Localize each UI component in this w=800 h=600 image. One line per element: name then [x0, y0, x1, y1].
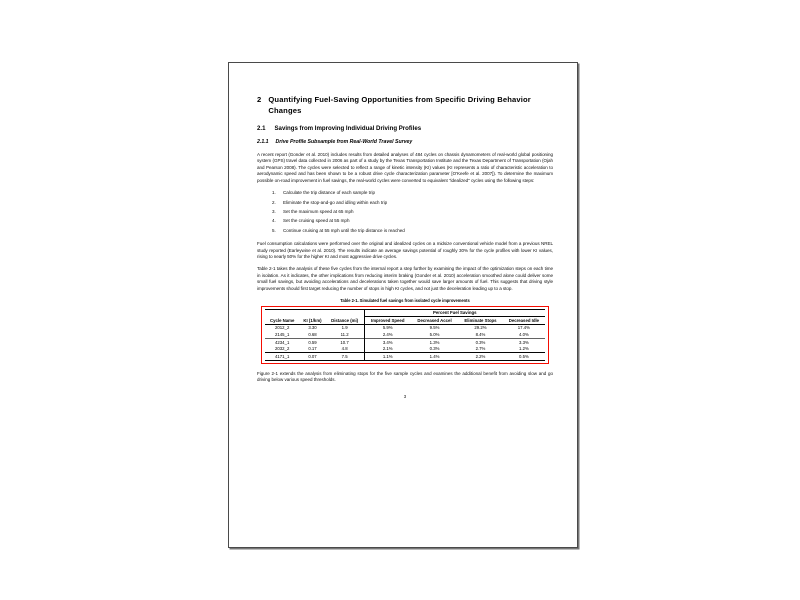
page-content: 2 Quantifying Fuel-Saving Opportunities … [257, 95, 553, 399]
cell-distance: 1.9 [325, 324, 365, 332]
table-group-header-row: Percent Fuel Savings [265, 308, 545, 318]
cell-ki: 3.30 [308, 325, 317, 331]
cell-decreased-accel: 1.4% [410, 352, 459, 361]
table-row: 2145_1 0.68 11.2 2.4% 5.0% 8.4% 4.0% [265, 331, 545, 339]
column-header-decreased-accel: Decreased Accel [417, 317, 452, 323]
cell-eliminate-stops: 0.3% [458, 337, 503, 346]
cell-decreased-accel: 9.5% [429, 325, 440, 331]
cell-distance: 7.5 [325, 352, 365, 361]
subsubsection-number: 2.1.1 [257, 139, 269, 145]
table-row: 2032_2 0.17 4.8 2.1% 0.3% 2.7% 1.2% [265, 345, 545, 353]
spacer-cell [265, 308, 300, 317]
subsubsection-heading: 2.1.1 Drive Profile Subsample from Real-… [257, 139, 553, 146]
cell-improved-speed: 2.1% [382, 346, 393, 352]
cell-cycle-name: 2145_1 [275, 331, 290, 337]
list-item: Set the maximum speed at 65 mph [272, 209, 354, 216]
table-body: 2012_2 3.30 1.9 5.9% 9.5% 29.2% 17.4% 21… [265, 324, 545, 361]
section-heading: 2 Quantifying Fuel-Saving Opportunities … [257, 95, 553, 116]
fuel-savings-table: Percent Fuel Savings Cycle Name KI (1/km… [265, 308, 545, 361]
cell-distance: 4.8 [325, 345, 365, 353]
results-paragraph: Fuel consumption calculations were perfo… [257, 241, 553, 260]
cell-improved-speed: 2.4% [382, 331, 393, 337]
list-item: Eliminate the stop-and-go and idling wit… [272, 199, 388, 207]
table-row: 4171_1 0.07 7.5 1.1% 1.4% 2.2% 0.5% [265, 352, 545, 361]
cell-improved-speed: 1.1% [364, 352, 411, 361]
column-header-eliminate-stops: Eliminate Stops [464, 317, 497, 323]
spacer-cell [299, 308, 326, 317]
column-header-improved-speed: Improved Speed [371, 317, 405, 323]
cell-decreased-idle: 0.5% [502, 352, 545, 361]
table-intro-paragraph: Table 2-1 takes the analysis of these fi… [257, 266, 553, 291]
cell-ki: 0.59 [299, 337, 326, 346]
list-item: Continue cruising at 55 mph until the tr… [272, 227, 405, 235]
table-row: 2012_2 3.30 1.9 5.9% 9.5% 29.2% 17.4% [265, 324, 545, 332]
table-header: Percent Fuel Savings Cycle Name KI (1/km… [265, 308, 545, 325]
column-header-distance: Distance (mi) [325, 316, 365, 325]
spacer-cell [325, 308, 365, 317]
cell-eliminate-stops: 29.2% [474, 325, 487, 331]
cell-cycle-name: 4171_1 [265, 352, 300, 361]
cell-ki: 0.17 [308, 346, 317, 352]
subsection-heading: 2.1 Savings from Improving Individual Dr… [257, 125, 553, 133]
page-number: 3 [403, 394, 407, 400]
cell-distance: 10.7 [325, 337, 365, 346]
table-column-header-row: Cycle Name KI (1/km) Distance (mi) Impro… [265, 316, 545, 325]
section-number: 2 [257, 95, 262, 104]
cell-decreased-accel: 0.3% [429, 346, 440, 352]
document-page: 2 Quantifying Fuel-Saving Opportunities … [228, 62, 578, 548]
cell-cycle-name: 2012_2 [275, 325, 290, 331]
column-group-percent-fuel-savings: Percent Fuel Savings [364, 308, 545, 318]
cell-decreased-idle: 4.0% [518, 331, 529, 337]
subsection-number: 2.1 [257, 125, 266, 132]
table-caption: Table 2-1. Simulated fuel savings from i… [340, 298, 470, 304]
cell-decreased-idle: 3.3% [502, 337, 545, 346]
subsection-title: Savings from Improving Individual Drivin… [274, 125, 422, 132]
list-item: Calculate the trip distance of each samp… [272, 190, 375, 197]
cell-decreased-accel: 1.3% [410, 337, 459, 346]
steps-list: Calculate the trip distance of each samp… [257, 190, 553, 235]
cell-eliminate-stops: 2.7% [475, 346, 486, 352]
section-title: Quantifying Fuel-Saving Opportunities fr… [268, 95, 531, 115]
column-header-ki: KI (1/km) [303, 317, 322, 323]
intro-paragraph: A recent report (Gonder et al. 2010) inc… [257, 152, 553, 183]
cell-decreased-accel: 5.0% [429, 331, 440, 337]
cell-improved-speed: 5.9% [382, 325, 393, 331]
cell-distance: 11.2 [325, 331, 365, 339]
cell-cycle-name: 4234_1 [265, 337, 300, 346]
figure-intro-paragraph: Figure 2-1 extends the analysis from eli… [257, 370, 553, 383]
cell-eliminate-stops: 8.4% [475, 331, 486, 337]
column-header-decreased-idle: Decreased Idle [508, 317, 540, 323]
cell-decreased-idle: 17.4% [517, 325, 530, 331]
cell-cycle-name: 2032_2 [275, 346, 290, 352]
cell-improved-speed: 3.4% [364, 337, 411, 346]
list-item: Set the cruising speed at 55 mph [272, 218, 350, 225]
cell-ki: 0.68 [308, 331, 317, 337]
cell-decreased-idle: 1.2% [518, 346, 529, 352]
cell-eliminate-stops: 2.2% [458, 352, 503, 361]
cell-ki: 0.07 [299, 352, 326, 361]
table-row: 4234_1 0.59 10.7 3.4% 1.3% 0.3% 3.3% [265, 337, 545, 346]
subsubsection-title: Drive Profile Subsample from Real-World … [275, 139, 413, 145]
column-header-cycle-name: Cycle Name [270, 317, 295, 323]
table-highlight-box: Percent Fuel Savings Cycle Name KI (1/km… [261, 305, 549, 364]
